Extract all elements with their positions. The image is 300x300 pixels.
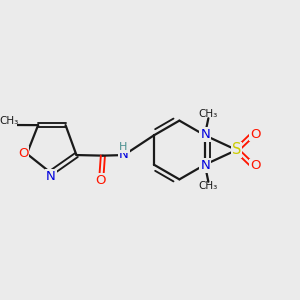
Text: H: H	[119, 142, 128, 152]
Text: N: N	[200, 128, 210, 141]
Text: CH₃: CH₃	[0, 116, 19, 126]
Text: CH₃: CH₃	[199, 181, 218, 191]
Text: O: O	[250, 128, 261, 141]
Text: N: N	[200, 159, 210, 172]
Text: CH₃: CH₃	[199, 109, 218, 119]
Text: N: N	[46, 170, 56, 183]
Text: O: O	[18, 147, 28, 160]
Text: O: O	[250, 159, 261, 172]
Text: O: O	[96, 174, 106, 187]
Text: N: N	[119, 148, 129, 161]
Text: S: S	[232, 142, 241, 158]
